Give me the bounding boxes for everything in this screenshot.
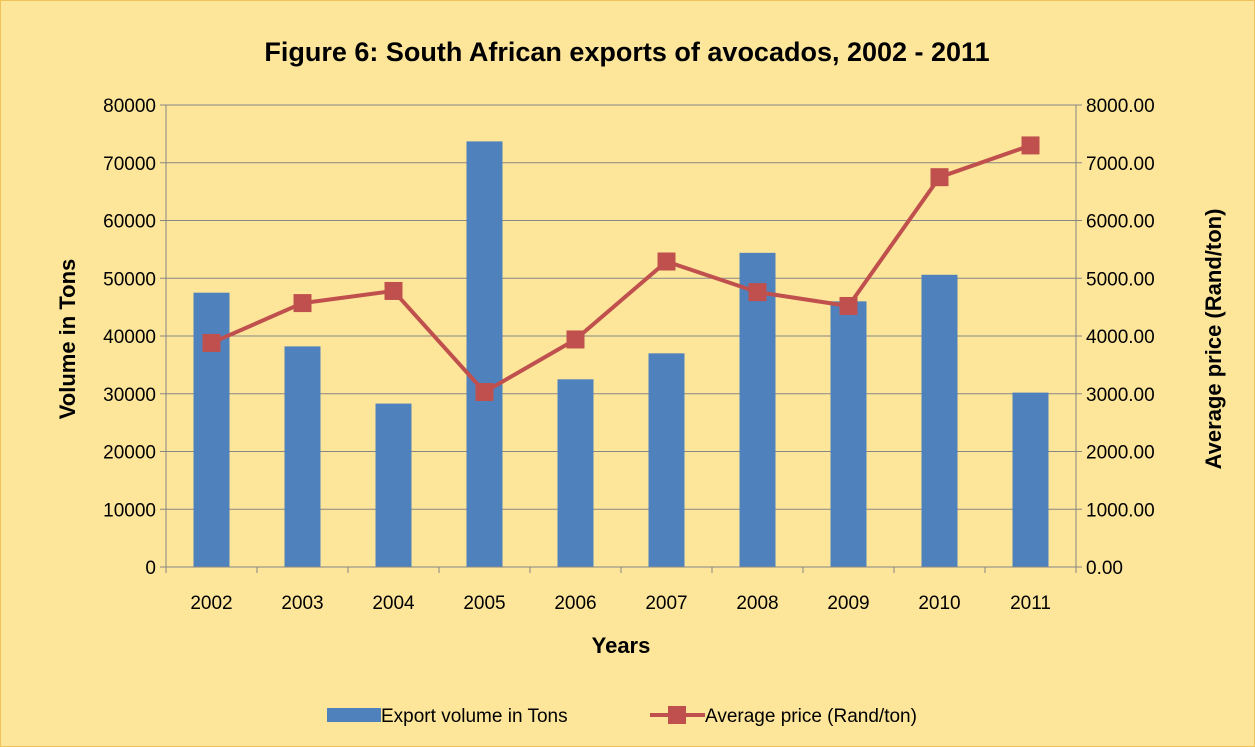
left-axis-ticks: 0 10000 20000 30000 40000 50000 60000 70000 8000… [103,96,156,579]
y2-tick-label: 0.00 [1086,558,1123,579]
bar [739,252,776,567]
y-tick-label: 80000 [103,96,156,117]
y-tick-label: 30000 [103,385,156,406]
x-tick-label: 2003 [281,593,323,614]
x-tick-label: 2004 [372,593,415,614]
y-tick-label: 70000 [103,154,156,175]
bar [1012,392,1049,567]
bar [193,292,230,567]
bar [375,403,412,567]
price-point [1021,136,1040,155]
axes [160,104,1082,573]
y-tick-label: 60000 [103,212,156,233]
price-line [210,143,1032,395]
y2-tick-label: 4000.00 [1086,327,1155,348]
bar [557,379,594,567]
x-tick-label: 2002 [190,593,232,614]
x-tick-label: 2006 [554,593,596,614]
price-point [566,330,585,349]
price-point [748,283,767,302]
price-point [293,294,312,313]
y-tick-label: 10000 [103,500,156,521]
legend-swatch-export-volume [327,708,381,722]
y2-tick-label: 1000.00 [1086,500,1155,521]
price-point [202,333,221,352]
y2-tick-label: 6000.00 [1086,212,1155,233]
y2-tick-label: 2000.00 [1086,443,1155,464]
y-tick-label: 0 [145,558,156,579]
x-tick-label: 2007 [645,593,687,614]
x-tick-label: 2010 [918,593,960,614]
x-axis-title: Years [592,633,651,658]
bar [648,353,685,567]
legend: Export volume in Tons Average price (Ran… [327,706,917,727]
legend-label-average-price: Average price (Rand/ton) [705,706,917,727]
price-point [657,252,676,271]
x-tick-label: 2011 [1010,593,1051,614]
price-point [384,281,403,300]
y2-tick-label: 5000.00 [1086,269,1155,290]
y-axis-title: Volume in Tons [55,259,80,420]
right-axis-ticks: 0.00 1000.00 2000.00 3000.00 4000.00 5000.00 6… [1086,96,1155,579]
price-point [839,296,858,315]
legend-label-export-volume: Export volume in Tons [381,706,568,727]
y2-tick-label: 7000.00 [1086,154,1155,175]
chart-title: Figure 6: South African exports of avoca… [264,37,989,67]
y-tick-label: 50000 [103,269,156,290]
price-point [930,168,949,187]
bar-series-export-volume [193,141,1049,567]
y2-tick-label: 3000.00 [1086,385,1155,406]
line-series-average-price [202,136,1040,402]
bar [466,141,503,567]
y2-axis-title: Average price (Rand/ton) [1201,209,1226,470]
y2-tick-label: 8000.00 [1086,96,1155,117]
bar [284,346,321,567]
price-point [475,383,494,402]
x-tick-label: 2008 [736,593,778,614]
bar [921,274,958,567]
x-tick-label: 2005 [463,593,505,614]
bar [830,301,867,567]
y-tick-label: 40000 [103,327,156,348]
legend-marker-average-price [668,706,686,724]
x-tick-label: 2009 [827,593,869,614]
x-axis-ticks: 2002 2003 2004 2005 2006 2007 2008 2009 2010 2011 [190,593,1051,614]
y-tick-label: 20000 [103,443,156,464]
